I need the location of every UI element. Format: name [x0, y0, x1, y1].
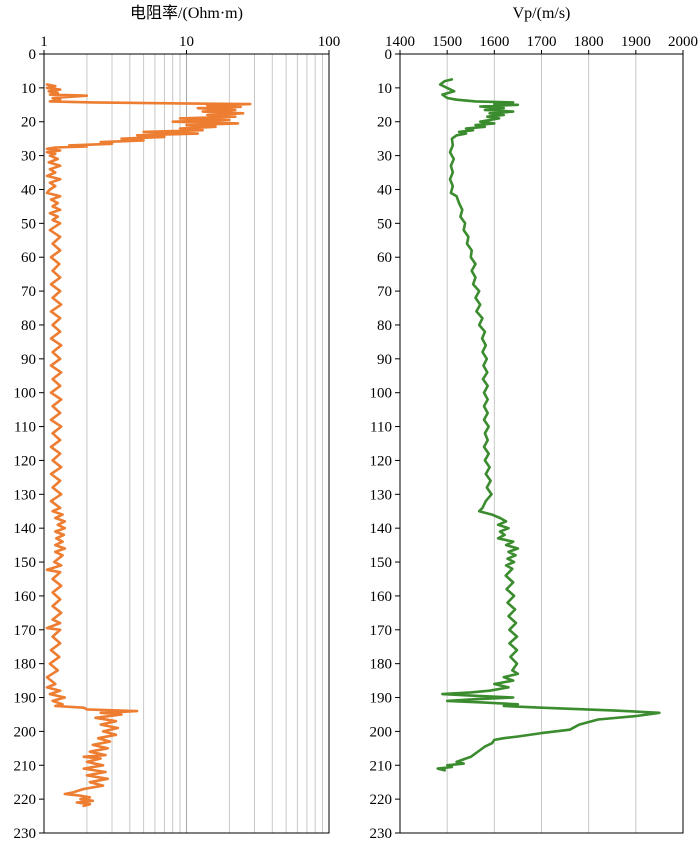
vp-y-tick-label: 220 [370, 792, 393, 808]
resistivity-y-tick-label: 60 [21, 250, 36, 266]
vp-y-tick-label: 160 [370, 589, 393, 605]
vp-x-tick-label: 1800 [574, 34, 604, 50]
resistivity-x-tick-label: 1 [40, 34, 48, 50]
vp-y-tick-label: 120 [370, 453, 393, 469]
resistivity-y-tick-label: 20 [21, 115, 36, 131]
vp-y-tick-label: 40 [377, 182, 392, 198]
resistivity-panel: 1 10 1000102030405060708090100110120130140… [14, 4, 341, 842]
vp-y-tick-label: 30 [377, 149, 392, 165]
vp-y-tick-label: 70 [377, 284, 392, 300]
resistivity-y-tick-label: 210 [14, 758, 37, 774]
vp-y-tick-label: 150 [370, 555, 393, 571]
vp-y-tick-label: 90 [377, 352, 392, 368]
resistivity-y-tick-label: 30 [21, 149, 36, 165]
resistivity-y-tick-label: 190 [14, 691, 37, 707]
vp-series-line [436, 78, 661, 772]
vp-x-tick-label: 1400 [385, 34, 415, 50]
vp-y-tick-label: 10 [377, 81, 392, 97]
resistivity-y-tick-label: 170 [14, 623, 37, 639]
resistivity-y-tick-label: 230 [14, 826, 37, 842]
resistivity-x-tick-label: 10 [179, 34, 194, 50]
vp-panel: 1400 1500 1600 1700 1800 1900 2000 0 10 20 30 40 50 6… [370, 5, 699, 842]
resistivity-y-tick-label: 90 [21, 352, 36, 368]
resistivity-ticks: 1 10 1000102030405060708090100110120130140… [14, 34, 341, 842]
vp-y-tick-label: 140 [370, 521, 393, 537]
resistivity-y-tick-label: 10 [21, 81, 36, 97]
vp-axis-title: Vp/(m/s) [513, 5, 571, 22]
vp-y-tick-label: 170 [370, 623, 393, 639]
vp-y-tick-label: 190 [370, 691, 393, 707]
vp-series-group [436, 78, 661, 772]
resistivity-y-tick-label: 180 [14, 657, 37, 673]
vp-x-tick-label: 1500 [432, 34, 462, 50]
vp-y-tick-label: 100 [370, 386, 393, 402]
resistivity-y-tick-label: 110 [14, 420, 36, 436]
vp-y-tick-label: 80 [377, 318, 392, 334]
vp-y-tick-label: 230 [370, 826, 393, 842]
resistivity-y-tick-label: 70 [21, 284, 36, 300]
resistivity-y-tick-label: 0 [29, 47, 37, 63]
vp-ticks: 1400 1500 1600 1700 1800 1900 2000 0 10 20 30 40 50 6… [370, 34, 699, 842]
vp-x-tick-label: 1700 [527, 34, 557, 50]
vp-y-tick-label: 210 [370, 758, 393, 774]
resistivity-axis-title: 电阻率/(Ohm·m) [130, 4, 243, 22]
resistivity-y-tick-label: 50 [21, 216, 36, 232]
resistivity-y-tick-label: 120 [14, 453, 37, 469]
vp-y-tick-label: 0 [385, 47, 393, 63]
resistivity-y-tick-label: 220 [14, 792, 37, 808]
resistivity-y-tick-label: 80 [21, 318, 36, 334]
vp-y-tick-label: 180 [370, 657, 393, 673]
vp-x-tick-label: 2000 [668, 34, 698, 50]
resistivity-y-tick-label: 150 [14, 555, 37, 571]
resistivity-series-group [45, 83, 252, 808]
resistivity-y-tick-label: 200 [14, 724, 37, 740]
resistivity-y-tick-label: 140 [14, 521, 37, 537]
vp-x-tick-label: 1600 [479, 34, 509, 50]
vp-y-tick-label: 60 [377, 250, 392, 266]
vp-y-tick-label: 110 [370, 420, 392, 436]
vp-y-tick-label: 50 [377, 216, 392, 232]
vp-grid [446, 54, 637, 833]
vp-y-tick-label: 20 [377, 115, 392, 131]
resistivity-grid [86, 54, 323, 833]
resistivity-y-tick-label: 160 [14, 589, 37, 605]
resistivity-y-tick-label: 130 [14, 487, 37, 503]
vp-x-tick-label: 1900 [621, 34, 651, 50]
vp-y-tick-label: 130 [370, 487, 393, 503]
resistivity-y-tick-label: 100 [14, 386, 37, 402]
resistivity-y-tick-label: 40 [21, 182, 36, 198]
vp-y-tick-label: 200 [370, 724, 393, 740]
resistivity-series-line [45, 83, 252, 808]
resistivity-x-tick-label: 100 [318, 34, 341, 50]
